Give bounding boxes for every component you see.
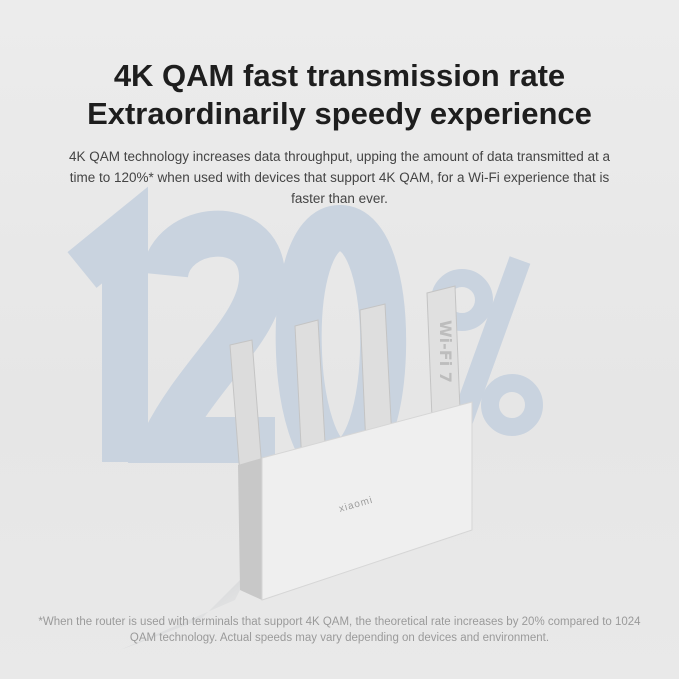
headline-line-2: Extraordinarily speedy experience (87, 96, 592, 131)
description: 4K QAM technology increases data through… (68, 149, 611, 206)
figure-digit-2 (127, 210, 285, 463)
antenna-label: Wi-Fi 7 (436, 320, 455, 383)
headline-line-1: 4K QAM fast transmission rate (113, 58, 566, 93)
figure-percent-dot-bottom (481, 374, 543, 436)
router-body-front (261, 401, 473, 601)
router-body-side (238, 458, 262, 600)
antennas (229, 285, 461, 476)
footnote: *When the router is used with terminals … (38, 616, 641, 644)
figure-digit-1 (67, 186, 148, 462)
